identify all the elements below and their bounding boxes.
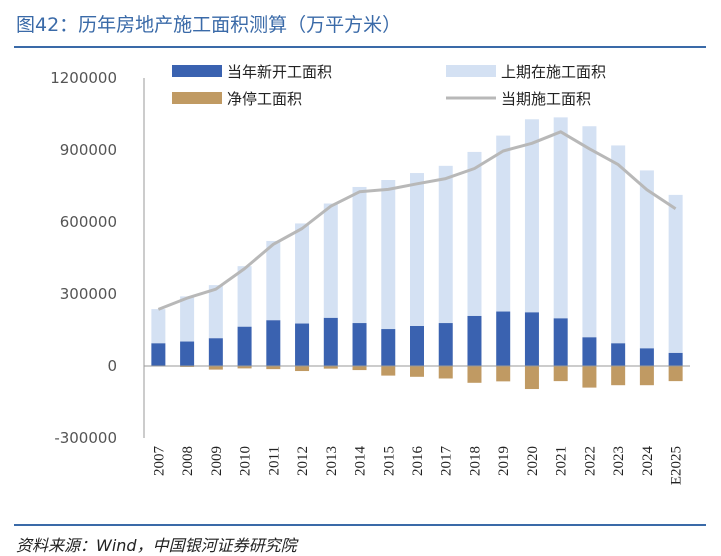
bar-new-start <box>352 323 367 366</box>
bar-new-start <box>295 323 310 366</box>
source-note: 资料来源：Wind，中国银河证券研究院 <box>16 536 297 555</box>
x-tick-label: 2014 <box>353 446 369 477</box>
bar-previous-under-construction <box>208 285 223 339</box>
bar-previous-under-construction <box>237 266 252 327</box>
bar-new-start <box>582 337 597 366</box>
bar-new-start <box>208 338 223 366</box>
x-tick-label: 2010 <box>238 446 254 476</box>
bar-net-stopped <box>639 366 654 386</box>
bar-previous-under-construction <box>352 186 367 324</box>
bar-new-start <box>237 326 252 366</box>
x-tick-label: 2019 <box>496 446 512 476</box>
bar-previous-under-construction <box>438 165 453 324</box>
x-tick-label: E2025 <box>669 446 685 485</box>
bar-previous-under-construction <box>524 119 539 313</box>
line-current-under-construction <box>157 130 677 311</box>
bar-previous-under-construction <box>668 194 683 353</box>
bar-new-start <box>553 318 568 366</box>
footer-rule <box>14 524 706 526</box>
x-tick-label: 2009 <box>209 446 225 476</box>
bar-net-stopped <box>237 366 252 369</box>
x-tick-label: 2007 <box>151 446 167 477</box>
bar-new-start <box>611 343 626 366</box>
bar-net-stopped <box>208 366 223 370</box>
bar-new-start <box>496 311 511 366</box>
bar-net-stopped <box>381 366 396 376</box>
bar-net-stopped <box>496 366 511 382</box>
bar-net-stopped <box>611 366 626 386</box>
x-tick-label: 2024 <box>640 446 656 477</box>
bar-previous-under-construction <box>266 240 281 321</box>
bar-new-start <box>151 343 166 366</box>
bar-previous-under-construction <box>611 145 626 344</box>
bar-previous-under-construction <box>582 126 597 338</box>
bar-new-start <box>639 348 654 366</box>
bar-net-stopped <box>295 366 310 372</box>
bars <box>151 117 683 390</box>
bar-previous-under-construction <box>323 203 338 318</box>
bar-previous-under-construction <box>496 135 511 312</box>
legend-label: 净停工面积 <box>227 90 302 108</box>
x-tick-label: 2011 <box>266 446 282 475</box>
x-tick-label: 2013 <box>324 446 340 476</box>
x-tick-label: 2018 <box>467 446 483 476</box>
line-series <box>157 130 677 311</box>
bar-new-start <box>668 352 683 366</box>
bar-net-stopped <box>410 366 424 377</box>
y-tick-label: -300000 <box>54 429 117 447</box>
bar-previous-under-construction <box>180 296 195 342</box>
bar-previous-under-construction <box>381 180 396 330</box>
legend-label: 当年新开工面积 <box>227 63 332 81</box>
bar-previous-under-construction <box>295 223 310 324</box>
legend-swatch <box>172 65 222 77</box>
bar-new-start <box>524 312 539 366</box>
legend-swatch <box>172 92 222 104</box>
bar-previous-under-construction <box>553 117 568 319</box>
bar-net-stopped <box>467 366 482 383</box>
bar-net-stopped <box>438 366 453 379</box>
x-axis: 2007 2008 2009 2010 2011 2012 2013 2014 2015 2016… <box>144 365 690 485</box>
bar-new-start <box>467 315 482 366</box>
chart-title: 图42：历年房地产施工面积测算（万平方米） <box>16 14 402 36</box>
bar-net-stopped <box>524 366 539 390</box>
y-tick-label: 600000 <box>60 213 117 231</box>
x-tick-label: 2020 <box>525 446 541 476</box>
x-tick-label: 2017 <box>439 446 455 477</box>
bar-net-stopped <box>352 366 367 371</box>
bar-previous-under-construction <box>410 173 424 326</box>
y-tick-label: 300000 <box>60 285 117 303</box>
bar-previous-under-construction <box>151 309 166 344</box>
y-tick-label: 900000 <box>60 141 117 159</box>
bar-new-start <box>381 329 396 366</box>
legend-label: 上期在施工面积 <box>501 63 606 81</box>
bar-net-stopped <box>266 366 281 370</box>
bar-net-stopped <box>668 366 683 382</box>
x-tick-label: 2022 <box>582 446 598 476</box>
bar-new-start <box>438 323 453 366</box>
bar-new-start <box>410 325 424 366</box>
x-tick-label: 2021 <box>554 446 570 476</box>
bar-new-start <box>266 320 281 366</box>
bar-new-start <box>180 341 195 366</box>
y-axis: -300000 0 300000 600000 900000 1200000 <box>50 69 145 447</box>
x-tick-label: 2008 <box>180 446 196 476</box>
y-tick-label: 0 <box>107 357 117 375</box>
bar-net-stopped <box>553 366 568 382</box>
bar-new-start <box>323 317 338 366</box>
x-tick-label: 2015 <box>381 446 397 476</box>
bar-previous-under-construction <box>467 151 482 316</box>
legend-label: 当期施工面积 <box>501 90 591 108</box>
x-tick-label: 2012 <box>295 446 311 476</box>
y-tick-label: 1200000 <box>50 69 117 87</box>
x-tick-label: 2023 <box>611 446 627 476</box>
bar-net-stopped <box>582 366 597 388</box>
bar-previous-under-construction <box>639 170 654 349</box>
x-tick-label: 2016 <box>410 446 426 477</box>
title-underline <box>14 46 706 48</box>
legend-swatch <box>446 65 496 77</box>
bar-net-stopped <box>323 366 338 369</box>
